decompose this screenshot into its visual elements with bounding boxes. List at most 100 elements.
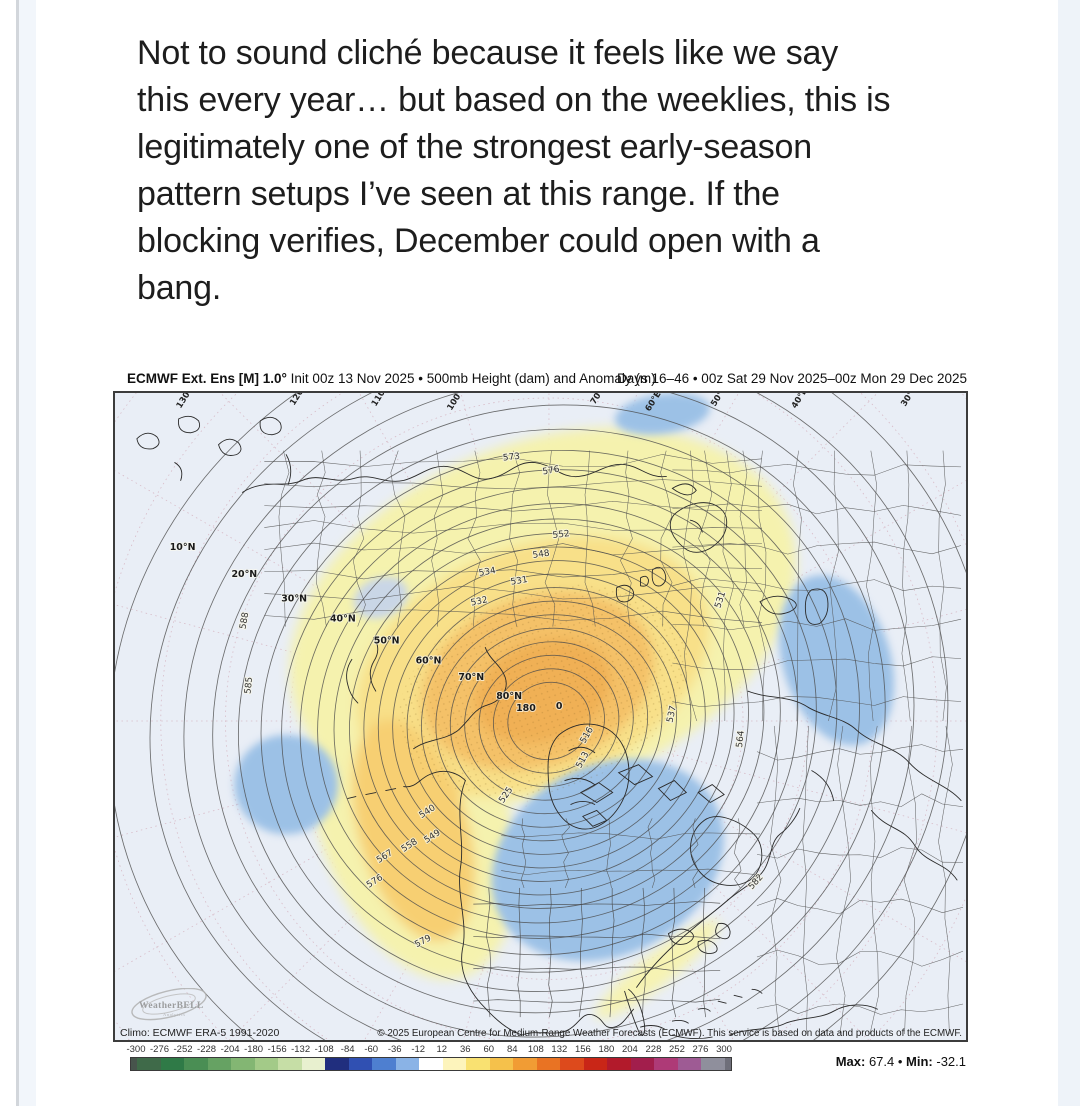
colorbar-tick: 12 (436, 1044, 448, 1055)
colorbar-row: -300 -276 -252 -228 -204 -180 -156 -132 -108 -84-… (113, 1042, 968, 1086)
colorbar-tick: 36 (459, 1044, 471, 1055)
post-text-line: legitimately one of the strongest early-… (137, 128, 812, 166)
copyright-text: © 2025 European Centre for Medium-Range … (377, 1028, 962, 1039)
colorbar-segment (348, 1058, 373, 1070)
post-text-line: this every year… but based on the weekli… (137, 81, 891, 119)
colorbar-segment (254, 1058, 279, 1070)
contour-label: 537 (666, 705, 679, 724)
colorbar-tick: 204 (621, 1044, 638, 1055)
colorbar-tick: 300 (716, 1044, 732, 1055)
colorbar-segment (560, 1058, 584, 1070)
colorbar-segment (395, 1058, 420, 1070)
colorbar-segment (442, 1058, 467, 1070)
colorbar-segment (137, 1058, 161, 1070)
post-text-line: pattern setups I’ve seen at this range. … (137, 175, 780, 213)
colorbar-segment (677, 1058, 702, 1070)
right-edge-strip (1058, 0, 1080, 1106)
colorbar-tick: -252 (173, 1044, 193, 1055)
colorbar-segment (231, 1058, 255, 1070)
contour-label: 564 (735, 730, 747, 748)
contour-label: 576 (542, 465, 561, 478)
significance-stipple (398, 584, 688, 798)
latitude-label: 80°N (496, 691, 522, 702)
colorbar-tick: -156 (267, 1044, 287, 1055)
polar-map-svg: 5735765525485345315325165135375645315255… (115, 393, 966, 1040)
weather-map-media[interactable]: ECMWF Ext. Ens [M] 1.0° Init 00z 13 Nov … (113, 368, 968, 1086)
latitude-label: 20°N (231, 569, 257, 580)
map-title-valid: Days 16–46 • 00z Sat 29 Nov 2025–00z Mon… (617, 371, 967, 386)
latitude-label: 30°N (281, 594, 307, 605)
post-text-line: Not to sound cliché because it feels lik… (137, 34, 838, 72)
contour-label: 534 (478, 566, 497, 579)
colorbar-segment (301, 1058, 326, 1070)
contour-label: 552 (552, 529, 570, 541)
colorbar-tick: -12 (411, 1044, 426, 1055)
height-contours (115, 393, 966, 1040)
colorbar-segment (419, 1058, 443, 1070)
map-title-init: Init 00z 13 Nov 2025 • 500mb Height (dam… (286, 371, 656, 386)
colorbar-segment (654, 1058, 678, 1070)
colorbar-tick: 84 (507, 1044, 518, 1055)
colorbar-ticks: -300 -276 -252 -228 -204 -180 -156 -132 -108 -84-… (113, 1044, 968, 1055)
colorbar-tick: 108 (527, 1044, 544, 1055)
colorbar-segment (278, 1058, 302, 1070)
colorbar-segment (607, 1058, 631, 1070)
colorbar-segment (325, 1058, 349, 1070)
contour-label: 585 (243, 676, 255, 694)
coastlines (136, 415, 962, 1040)
colorbar-segment (131, 1058, 137, 1070)
contour-label: 532 (470, 595, 489, 608)
colorbar-tick: -84 (340, 1044, 355, 1055)
colorbar (130, 1057, 732, 1071)
map-title-model: ECMWF Ext. Ens [M] 1.0° (127, 371, 287, 386)
colorbar-tick: 228 (645, 1044, 662, 1055)
colorbar-tick: 276 (692, 1044, 709, 1055)
colorbar-tick: 132 (551, 1044, 568, 1055)
weatherbell-logo: WeatherBELL Analytics (123, 987, 219, 1024)
map-canvas: 573 576 552 548 534 531 532 516 513 537 564 531 525 5… (113, 391, 968, 1042)
colorbar-segment (184, 1058, 208, 1070)
anomaly-shading (234, 393, 895, 1019)
latitude-label: 50°N (374, 635, 400, 646)
colorbar-tick: -204 (220, 1044, 240, 1055)
left-edge-divider (16, 0, 19, 1106)
colorbar-tick: 60 (483, 1044, 495, 1055)
colorbar-tick: -60 (364, 1044, 379, 1055)
colorbar-segment (701, 1058, 725, 1070)
colorbar-segment (536, 1058, 561, 1070)
left-edge-strip (19, 0, 36, 1106)
latitude-label: 70°N (458, 672, 484, 683)
colorbar-segment (489, 1058, 514, 1070)
post-text-line: bang. (137, 269, 222, 307)
max-min-readout: Max: 67.4 • Min: -32.1 (835, 1054, 966, 1069)
colorbar-tick: 180 (598, 1044, 615, 1055)
climo-text: Climo: ECMWF ERA-5 1991-2020 (120, 1027, 280, 1039)
latitude-label: 180 (516, 703, 536, 714)
colorbar-tick: -276 (150, 1044, 170, 1055)
colorbar-tick: -132 (291, 1044, 311, 1055)
latitude-label: 0 (556, 701, 563, 712)
colorbar-segment (630, 1058, 655, 1070)
colorbar-segment (160, 1058, 185, 1070)
colorbar-tick: -228 (197, 1044, 217, 1055)
colorbar-segment (583, 1058, 608, 1070)
map-footer: Climo: ECMWF ERA-5 1991-2020 © 2025 Euro… (115, 1024, 966, 1040)
colorbar-tick: 156 (574, 1044, 591, 1055)
latitude-label: 60°N (416, 655, 442, 666)
post-text: Not to sound cliché because it feels lik… (137, 30, 890, 312)
contour-label: 531 (510, 575, 529, 588)
colorbar-segment (207, 1058, 232, 1070)
colorbar-segment (372, 1058, 396, 1070)
country-borders (264, 450, 964, 1035)
max-label: Max: (835, 1054, 866, 1069)
contour-label: 573 (502, 452, 520, 464)
colorbar-tick: -300 (126, 1044, 146, 1055)
latitude-label: 10°N (170, 542, 196, 553)
colorbar-tick: 252 (669, 1044, 685, 1055)
colorbar-segment (466, 1058, 490, 1070)
colorbar-tick: -180 (244, 1044, 264, 1055)
min-label: Min: (906, 1054, 933, 1069)
map-title: ECMWF Ext. Ens [M] 1.0° Init 00z 13 Nov … (113, 368, 968, 391)
colorbar-segment (513, 1058, 537, 1070)
